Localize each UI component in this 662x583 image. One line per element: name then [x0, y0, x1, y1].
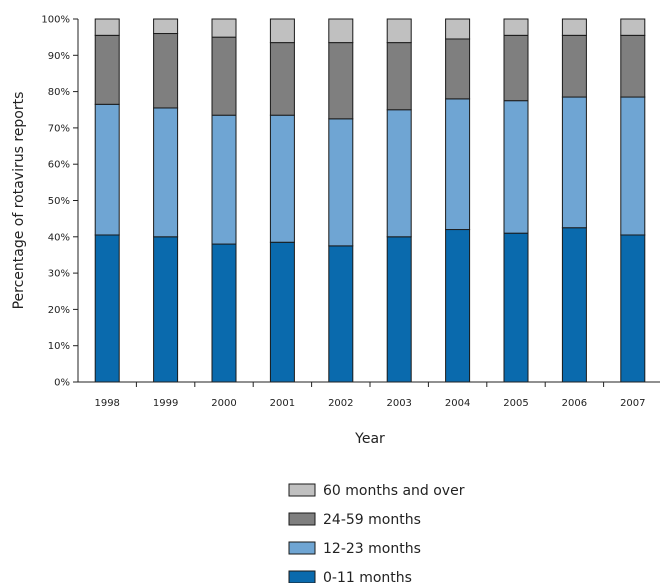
bar-segment: [94, 34, 120, 105]
bar-segment: [503, 100, 529, 234]
x-tick-label: 2002: [328, 398, 353, 409]
bar-segment: [269, 18, 295, 44]
bar-segment: [328, 42, 354, 120]
legend-label: 0-11 months: [323, 570, 412, 583]
x-tick-label: 2005: [503, 398, 528, 409]
x-tick-label: 2003: [386, 398, 411, 409]
bars: [94, 18, 646, 383]
y-axis-title: Percentage of rotavirus reports: [11, 92, 27, 310]
bar-segment: [561, 227, 587, 383]
bar-segment: [153, 18, 179, 35]
bar-segment: [561, 96, 587, 229]
x-axis-title: Year: [354, 431, 385, 447]
y-tick-label: 90%: [48, 51, 70, 62]
bar-segment: [269, 42, 295, 116]
bar-segment: [211, 18, 237, 38]
bar-segment: [211, 243, 237, 383]
bar-segment: [211, 36, 237, 116]
bar-segment: [328, 118, 354, 247]
x-tick-label: 2000: [211, 398, 236, 409]
bar-segment: [386, 18, 412, 44]
bar-segment: [386, 109, 412, 238]
bar-segment: [328, 245, 354, 383]
x-axis-ticks: 1998 1999 2000 2001 2002 2003 2004 2005 2006 2007: [94, 382, 646, 409]
bar-segment: [445, 18, 471, 40]
legend-swatch: [288, 570, 316, 583]
bar-segment: [620, 34, 646, 98]
bar-segment: [620, 18, 646, 36]
y-tick-label: 40%: [48, 232, 70, 243]
bar-segment: [503, 18, 529, 36]
bar-segment: [620, 96, 646, 236]
legend-swatch: [288, 541, 316, 555]
bar-segment: [503, 232, 529, 383]
x-tick-label: 2006: [562, 398, 587, 409]
legend: 60 months and over 24-59 months 12-23 mont…: [288, 483, 465, 583]
bar-segment: [211, 114, 237, 245]
y-tick-label: 20%: [48, 305, 70, 316]
y-tick-label: 70%: [48, 123, 70, 134]
y-tick-label: 0%: [54, 378, 70, 389]
y-tick-label: 80%: [48, 87, 70, 98]
legend-swatch: [288, 483, 316, 497]
y-tick-label: 60%: [48, 160, 70, 171]
y-axis-ticks: 0% 10% 20% 30% 40% 50% 60% 70% 80% 90% 100%: [41, 15, 78, 389]
bar-segment: [445, 98, 471, 231]
y-tick-label: 50%: [48, 196, 70, 207]
bar-segment: [561, 18, 587, 36]
bar-segment: [561, 34, 587, 98]
x-tick-label: 2001: [270, 398, 295, 409]
legend-label: 24-59 months: [323, 512, 421, 528]
y-tick-label: 100%: [41, 15, 70, 26]
bar-segment: [503, 34, 529, 102]
legend-label: 60 months and over: [323, 483, 465, 499]
x-tick-label: 1999: [153, 398, 178, 409]
bar-segment: [620, 234, 646, 383]
bar-segment: [386, 42, 412, 111]
x-tick-label: 2004: [445, 398, 470, 409]
bar-segment: [94, 234, 120, 383]
bar-segment: [445, 229, 471, 383]
bar-segment: [153, 236, 179, 383]
bar-segment: [269, 114, 295, 243]
bar-segment: [445, 38, 471, 100]
bar-segment: [386, 236, 412, 383]
bar-segment: [94, 103, 120, 236]
legend-swatch: [288, 512, 316, 526]
y-tick-label: 10%: [48, 341, 70, 352]
bar-segment: [269, 241, 295, 383]
bar-segment: [94, 18, 120, 36]
legend-label: 12-23 months: [323, 541, 421, 557]
bar-segment: [153, 33, 179, 109]
x-tick-label: 1998: [94, 398, 119, 409]
y-tick-label: 30%: [48, 269, 70, 280]
bar-segment: [328, 18, 354, 44]
bar-segment: [153, 107, 179, 238]
x-tick-label: 2007: [620, 398, 645, 409]
